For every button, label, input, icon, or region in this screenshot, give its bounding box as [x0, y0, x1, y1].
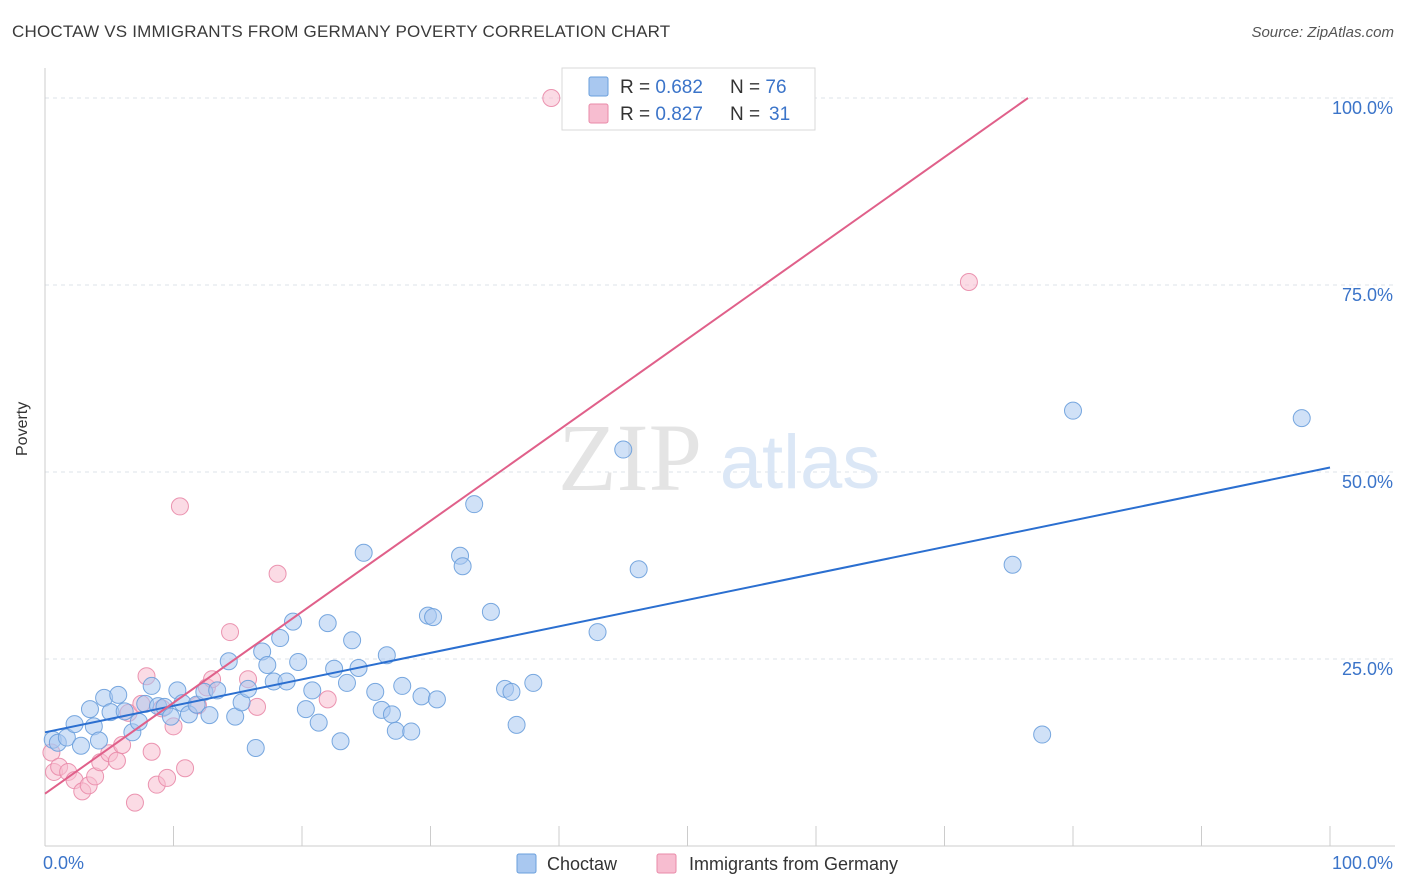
data-point	[1033, 725, 1052, 744]
data-point	[57, 728, 76, 747]
data-point	[284, 612, 303, 631]
data-point	[424, 608, 443, 627]
data-point	[170, 497, 189, 516]
legend-r-value: 0.682	[655, 77, 703, 98]
legend-bottom-label-choctaw: Choctaw	[547, 854, 618, 874]
legend-bottom: Choctaw Immigrants from Germany	[516, 853, 898, 874]
watermark-atlas: atlas	[720, 420, 881, 505]
data-point	[588, 623, 607, 642]
data-point	[402, 722, 421, 741]
data-point	[221, 623, 240, 642]
data-point	[200, 706, 219, 725]
data-point	[125, 793, 144, 812]
data-point	[412, 687, 431, 706]
data-point	[109, 685, 128, 704]
watermark: ZIP atlas	[558, 404, 880, 511]
legend-bottom-label-germany: Immigrants from Germany	[689, 854, 898, 874]
data-point	[331, 732, 350, 751]
data-point	[614, 440, 633, 459]
data-point	[289, 652, 308, 671]
axes	[44, 68, 1395, 847]
data-point	[296, 700, 315, 719]
chart-title: CHOCTAW VS IMMIGRANTS FROM GERMANY POVER…	[12, 22, 671, 41]
data-point	[158, 768, 177, 787]
data-point	[507, 715, 526, 734]
data-point	[71, 736, 90, 755]
data-point	[318, 690, 337, 709]
data-point	[427, 690, 446, 709]
data-point	[393, 676, 412, 695]
data-point	[542, 89, 561, 107]
trendline-blue	[44, 466, 1331, 734]
data-point	[959, 273, 978, 292]
data-point	[248, 697, 267, 716]
x-tick-label: 100.0%	[1332, 853, 1393, 873]
data-point	[1064, 401, 1082, 420]
data-point	[246, 739, 265, 758]
data-point	[258, 655, 277, 674]
gridlines	[45, 97, 1395, 660]
data-point	[629, 560, 648, 579]
x-tick-label: 0.0%	[43, 853, 84, 873]
data-point	[142, 742, 161, 761]
data-point	[208, 681, 227, 700]
data-point	[176, 759, 195, 778]
data-point	[453, 557, 472, 576]
legend-r-label: R =	[620, 104, 655, 125]
legend-swatch-blue	[588, 76, 609, 97]
legend-n-value: 76	[765, 77, 786, 98]
data-point	[1292, 409, 1311, 428]
source-label: Source: ZipAtlas.com	[1251, 24, 1394, 41]
y-tick-label: 50.0%	[1342, 472, 1393, 492]
data-point	[268, 564, 287, 583]
data-point	[337, 673, 356, 692]
legend-bottom-swatch-pink	[656, 853, 677, 874]
y-tick-label: 100.0%	[1332, 98, 1393, 118]
data-point	[142, 676, 161, 695]
y-tick-label: 25.0%	[1342, 659, 1393, 679]
legend-r-label: R =	[620, 77, 655, 98]
legend-n-value: 31	[769, 104, 790, 125]
data-point	[80, 700, 99, 719]
data-point	[382, 705, 401, 724]
data-point	[386, 721, 405, 740]
legend-bottom-swatch-blue	[516, 853, 537, 874]
data-point	[465, 495, 484, 514]
data-point	[107, 751, 126, 770]
data-point	[318, 614, 337, 633]
data-point	[343, 631, 362, 650]
watermark-zip: ZIP	[558, 404, 702, 511]
legend-swatch-pink	[588, 103, 609, 124]
data-point	[377, 646, 396, 665]
data-point	[524, 673, 543, 692]
data-point	[366, 682, 385, 701]
trendline-pink	[44, 97, 1029, 795]
data-point	[481, 602, 500, 621]
legend-top: R = 0.682 N = 76 R = 0.827 N = 31	[561, 67, 816, 131]
data-point	[89, 731, 108, 750]
data-point	[354, 543, 373, 562]
tick-labels: 25.0% 50.0% 75.0% 100.0% 0.0% 100.0%	[43, 98, 1393, 873]
data-point	[271, 629, 290, 648]
data-point	[303, 681, 322, 700]
data-point	[1003, 555, 1022, 574]
legend-r-value: 0.827	[655, 104, 703, 125]
legend-n-label: N =	[730, 77, 765, 98]
data-point	[161, 707, 180, 726]
y-tick-label: 75.0%	[1342, 285, 1393, 305]
data-point	[309, 713, 328, 732]
data-point	[502, 682, 521, 701]
legend-n-label: N =	[730, 104, 765, 125]
trendlines	[44, 97, 1331, 795]
